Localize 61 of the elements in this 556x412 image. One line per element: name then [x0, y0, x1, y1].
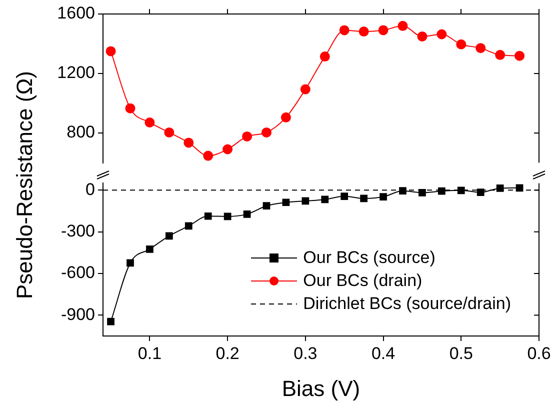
point [302, 197, 310, 205]
point [496, 184, 504, 192]
point [418, 188, 426, 196]
point [144, 117, 155, 128]
point [476, 43, 486, 54]
point [204, 212, 212, 220]
y-tick-label: -900 [60, 304, 95, 324]
point [262, 202, 270, 210]
point [224, 212, 232, 220]
point [243, 210, 251, 218]
point [184, 138, 194, 148]
y-tick-label: -600 [60, 263, 95, 282]
point [106, 46, 116, 56]
y-axis-title: Pseudo-Resistance (Ω) [12, 71, 38, 299]
point [340, 192, 348, 200]
point [380, 193, 387, 200]
x-tick-label: 0.1 [138, 344, 162, 363]
point [495, 50, 506, 60]
point [164, 127, 174, 138]
point [165, 232, 173, 240]
point [514, 50, 525, 61]
point [146, 246, 154, 253]
point [126, 259, 134, 267]
legend-label: Dirichlet BCs (source/drain) [303, 294, 511, 314]
y-tick-label: -300 [60, 222, 95, 241]
point [417, 31, 428, 42]
x-tick-label: 0.5 [449, 344, 473, 363]
point [242, 131, 252, 142]
point [262, 127, 272, 138]
legend-label: Our BCs (source) [303, 248, 436, 268]
point [360, 194, 368, 202]
point [184, 222, 192, 230]
point [358, 26, 369, 37]
legend-label: Our BCs (drain) [303, 270, 422, 290]
point [438, 187, 446, 195]
x-tick-label: 0.6 [527, 344, 551, 363]
point [457, 186, 465, 194]
point [125, 103, 136, 114]
x-tick-label: 0.4 [371, 344, 396, 363]
point [339, 25, 350, 36]
point [436, 29, 447, 40]
y-tick-label: 1600 [57, 4, 95, 23]
point [107, 318, 114, 326]
x-tick-label: 0.2 [216, 344, 240, 363]
y-tick-label: 800 [66, 122, 95, 142]
x-axis-title: Bias (V) [280, 376, 362, 402]
point [378, 25, 388, 36]
point [300, 84, 310, 94]
point [398, 20, 408, 31]
point [321, 196, 329, 204]
point [456, 39, 466, 50]
x-tick-label: 0.3 [294, 344, 318, 363]
point [203, 150, 214, 161]
point [222, 144, 233, 154]
y-tick-label: 0 [86, 180, 95, 199]
point [280, 112, 291, 122]
point [282, 198, 290, 206]
point [476, 188, 484, 196]
point [320, 52, 330, 62]
y-tick-label: 1200 [57, 63, 95, 82]
point [399, 187, 406, 195]
